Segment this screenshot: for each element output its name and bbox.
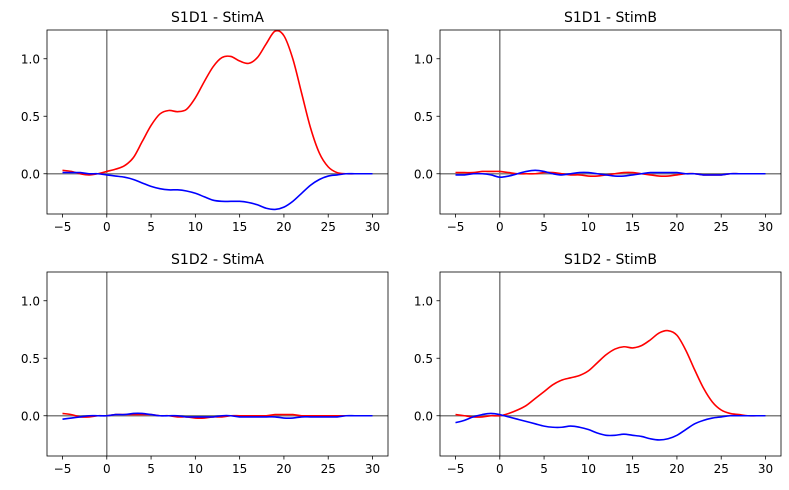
- x-tick-label: 25: [321, 220, 336, 234]
- blue-series-line: [62, 412, 373, 420]
- x-tick-label: 15: [625, 462, 640, 476]
- red-series-line: [455, 329, 766, 418]
- axes-frame: [439, 29, 782, 215]
- blue-series-line: [455, 412, 766, 441]
- x-tick-label: 5: [147, 220, 155, 234]
- y-tick-label: 0.5: [21, 352, 40, 366]
- x-tick-label: −5: [447, 462, 465, 476]
- x-tick-label: 10: [581, 462, 596, 476]
- x-tick-label: −5: [447, 220, 465, 234]
- x-tick-label: 25: [714, 220, 729, 234]
- x-tick-label: −5: [54, 220, 72, 234]
- subplot-s1d2-stimb: S1D2 - StimB −5 0 5 10 15 20 25 30 0.0 0.5 1.0: [414, 252, 782, 476]
- x-tick-label: 25: [714, 462, 729, 476]
- subplot-title: S1D2 - StimB: [564, 252, 657, 268]
- x-tick-label: 0: [496, 220, 504, 234]
- x-tick-label: 30: [758, 220, 773, 234]
- x-tick-label: 20: [276, 220, 291, 234]
- axes-frame: [439, 271, 782, 457]
- y-tick-label: 0.0: [414, 167, 433, 181]
- x-tick-label: 15: [232, 462, 247, 476]
- x-tick-label: 5: [540, 462, 548, 476]
- x-tick-label: 20: [276, 462, 291, 476]
- axes-frame: [46, 271, 389, 457]
- y-tick-label: 0.5: [21, 110, 40, 124]
- y-tick-label: 0.5: [414, 352, 433, 366]
- x-tick-label: 15: [625, 220, 640, 234]
- x-tick-label: 10: [581, 220, 596, 234]
- x-tick-label: 10: [188, 462, 203, 476]
- y-tick-label: 1.0: [21, 294, 40, 308]
- x-tick-label: 0: [496, 462, 504, 476]
- x-tick-label: 10: [188, 220, 203, 234]
- subplot-s1d1-stimb: S1D1 - StimB −5 0 5 10 15 20 25 30 0.0 0.5 1.0: [414, 10, 782, 234]
- subplot-title: S1D1 - StimA: [171, 10, 264, 26]
- subplot-title: S1D1 - StimB: [564, 10, 657, 26]
- y-tick-label: 0.0: [414, 409, 433, 423]
- x-tick-label: 15: [232, 220, 247, 234]
- y-tick-label: 0.0: [21, 167, 40, 181]
- y-tick-label: 0.0: [21, 409, 40, 423]
- blue-series-line: [62, 171, 373, 211]
- x-tick-label: 20: [669, 220, 684, 234]
- x-tick-label: 5: [540, 220, 548, 234]
- y-tick-label: 0.5: [414, 110, 433, 124]
- red-series-line: [62, 30, 373, 176]
- x-tick-label: 0: [103, 462, 111, 476]
- x-tick-label: −5: [54, 462, 72, 476]
- y-tick-label: 1.0: [414, 294, 433, 308]
- subplot-title: S1D2 - StimA: [171, 252, 264, 268]
- subplot-s1d1-stima: S1D1 - StimA −5 0 5 10 15 20 25 30 0.0 0.5 1.0: [21, 10, 389, 234]
- axes-frame: [46, 29, 389, 215]
- y-tick-label: 1.0: [21, 52, 40, 66]
- x-tick-label: 30: [365, 462, 380, 476]
- x-tick-label: 20: [669, 462, 684, 476]
- subplot-s1d2-stima: S1D2 - StimA −5 0 5 10 15 20 25 30 0.0 0.5 1.0: [21, 252, 389, 476]
- x-tick-label: 0: [103, 220, 111, 234]
- x-tick-label: 30: [758, 462, 773, 476]
- y-tick-label: 1.0: [414, 52, 433, 66]
- x-tick-label: 30: [365, 220, 380, 234]
- x-tick-label: 25: [321, 462, 336, 476]
- x-tick-label: 5: [147, 462, 155, 476]
- blue-series-line: [455, 169, 766, 179]
